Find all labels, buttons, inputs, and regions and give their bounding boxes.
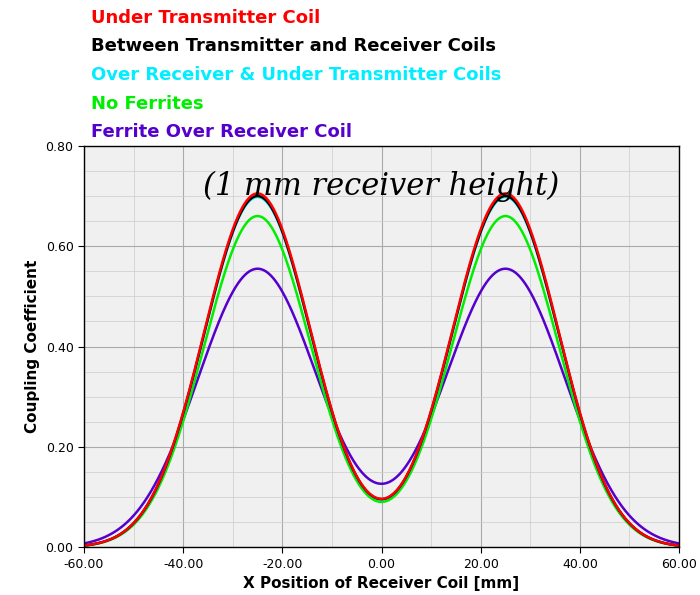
Y-axis label: Coupling Coefficient: Coupling Coefficient [25,260,40,433]
Text: No Ferrites: No Ferrites [91,95,204,112]
Text: (1 mm receiver height): (1 mm receiver height) [204,170,559,202]
Text: Over Receiver & Under Transmitter Coils: Over Receiver & Under Transmitter Coils [91,66,501,84]
Text: Between Transmitter and Receiver Coils: Between Transmitter and Receiver Coils [91,37,496,55]
Text: Under Transmitter Coil: Under Transmitter Coil [91,9,321,27]
X-axis label: X Position of Receiver Coil [mm]: X Position of Receiver Coil [mm] [244,577,519,591]
Text: Ferrite Over Receiver Coil: Ferrite Over Receiver Coil [91,123,352,141]
